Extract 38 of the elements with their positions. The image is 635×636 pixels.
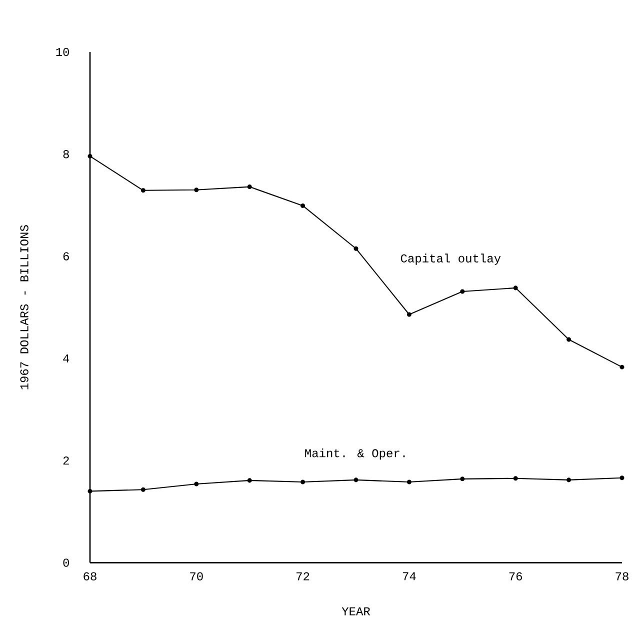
point — [88, 488, 92, 494]
x-tick-label: 78 — [616, 572, 629, 580]
point — [514, 286, 518, 290]
point — [566, 337, 572, 342]
y-axis-title: 1967 DOLLARS - BILLIONS — [20, 225, 29, 390]
point — [620, 364, 624, 370]
x-tick-label: 70 — [190, 572, 204, 580]
point — [88, 154, 92, 158]
point — [248, 184, 252, 190]
series-label: Maint. & Oper. — [305, 448, 405, 460]
text: Capital outlay — [401, 254, 501, 265]
point — [407, 312, 412, 317]
point — [194, 188, 199, 192]
point — [141, 487, 146, 492]
y-tick-label: 2 — [64, 456, 70, 465]
point — [248, 478, 252, 483]
point — [514, 476, 518, 481]
point — [620, 476, 624, 480]
x-tick-label: 76 — [509, 572, 522, 580]
point — [300, 480, 306, 484]
y-tick-label: 0 — [63, 558, 70, 567]
point — [460, 289, 465, 294]
point — [194, 482, 199, 486]
y-tick-label: 6 — [64, 252, 70, 260]
point — [460, 476, 465, 482]
y-tick-label: 8 — [63, 150, 70, 158]
point — [354, 478, 358, 482]
x-tick-label: 74 — [403, 572, 416, 580]
x-tick-label: 72 — [296, 572, 310, 580]
point — [141, 188, 146, 193]
point — [300, 203, 306, 208]
x-axis-title: YEAR — [342, 607, 370, 616]
y-tick-label: 10 — [56, 48, 70, 56]
point — [566, 478, 572, 482]
point — [354, 246, 358, 251]
x-tick-label: 68 — [84, 572, 97, 580]
point — [407, 480, 412, 484]
y-tick-label: 4 — [63, 354, 70, 362]
